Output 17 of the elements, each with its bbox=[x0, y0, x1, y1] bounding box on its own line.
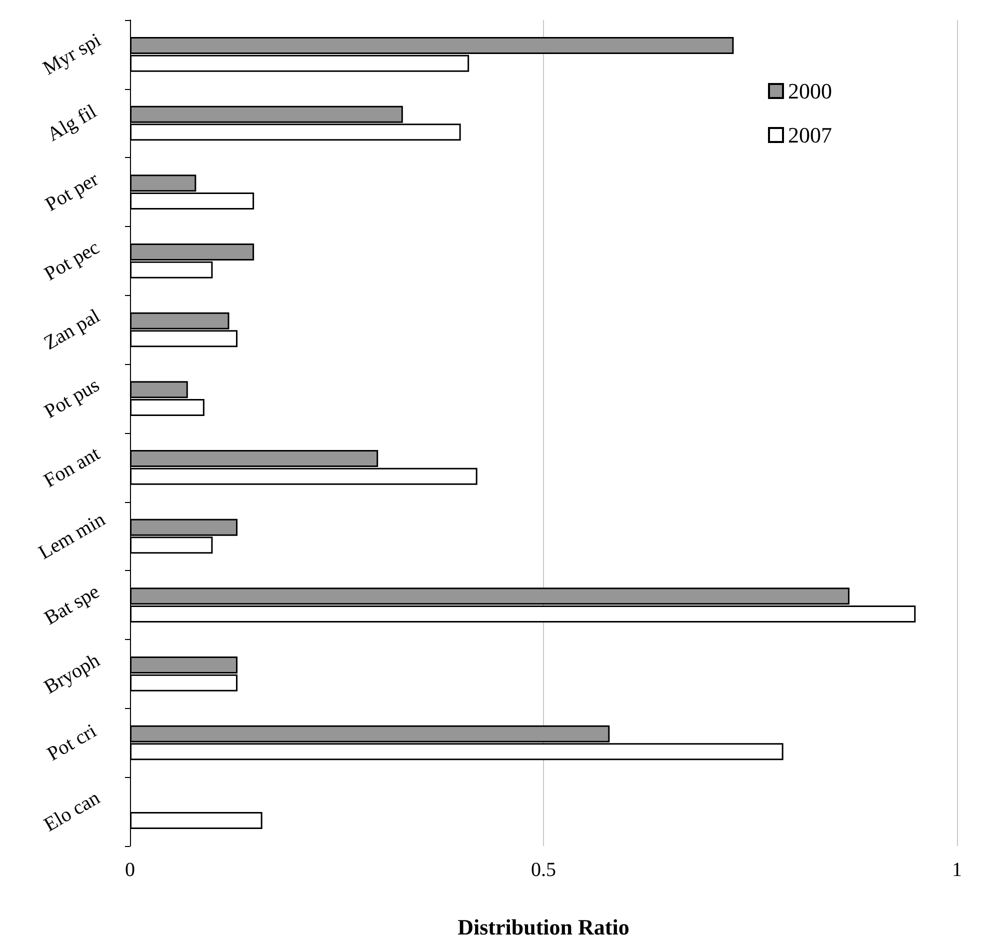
y-tick-label: Fon ant bbox=[40, 442, 104, 492]
y-tick-label: Pot cri bbox=[44, 720, 101, 766]
y-tick-label: Pot pus bbox=[40, 374, 104, 423]
legend-label: 2000 bbox=[788, 78, 832, 104]
legend-label: 2007 bbox=[788, 122, 832, 148]
y-tick-label: Myr spi bbox=[39, 28, 106, 80]
y-tick-label: Zan pal bbox=[40, 304, 104, 354]
y-tick-label: Lem min bbox=[35, 508, 109, 564]
y-tick-label: Pot pec bbox=[40, 236, 104, 286]
y-tick-label: Pot per bbox=[42, 168, 103, 216]
y-tick-label: Bat spe bbox=[40, 580, 104, 630]
x-tick-label: 0 bbox=[125, 859, 135, 881]
y-tick-label: Alg fil bbox=[44, 100, 101, 146]
y-tick-label: Elo can bbox=[40, 786, 104, 836]
x-tick-label: 0.5 bbox=[531, 859, 556, 881]
x-tick-label: 1 bbox=[952, 859, 962, 881]
x-axis-title: Distribution Ratio bbox=[458, 914, 630, 940]
